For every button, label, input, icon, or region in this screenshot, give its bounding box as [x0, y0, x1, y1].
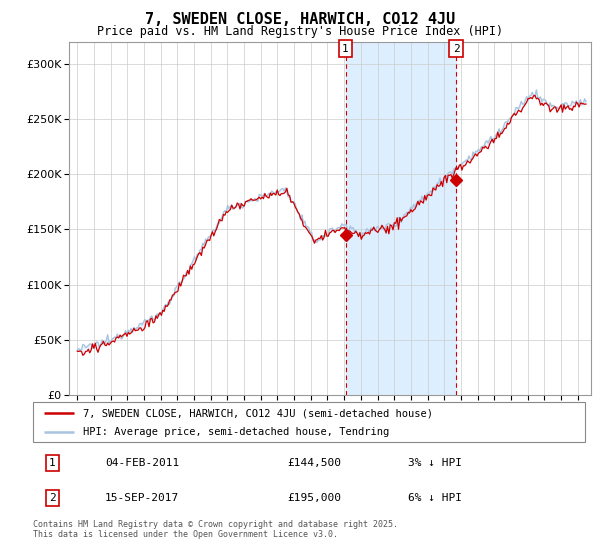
Text: 1: 1 — [342, 44, 349, 54]
Text: 2: 2 — [49, 493, 56, 503]
Text: 1: 1 — [49, 458, 56, 468]
Text: 15-SEP-2017: 15-SEP-2017 — [105, 493, 179, 503]
Text: 3% ↓ HPI: 3% ↓ HPI — [409, 458, 463, 468]
Text: Price paid vs. HM Land Registry's House Price Index (HPI): Price paid vs. HM Land Registry's House … — [97, 25, 503, 38]
Text: £195,000: £195,000 — [287, 493, 341, 503]
Text: HPI: Average price, semi-detached house, Tendring: HPI: Average price, semi-detached house,… — [83, 427, 389, 437]
Text: £144,500: £144,500 — [287, 458, 341, 468]
Text: 7, SWEDEN CLOSE, HARWICH, CO12 4JU: 7, SWEDEN CLOSE, HARWICH, CO12 4JU — [145, 12, 455, 27]
Text: 7, SWEDEN CLOSE, HARWICH, CO12 4JU (semi-detached house): 7, SWEDEN CLOSE, HARWICH, CO12 4JU (semi… — [83, 408, 433, 418]
Text: 6% ↓ HPI: 6% ↓ HPI — [409, 493, 463, 503]
Text: 2: 2 — [453, 44, 460, 54]
Bar — [346, 42, 456, 395]
Text: Contains HM Land Registry data © Crown copyright and database right 2025.
This d: Contains HM Land Registry data © Crown c… — [33, 520, 398, 539]
FancyBboxPatch shape — [33, 402, 585, 442]
Text: 04-FEB-2011: 04-FEB-2011 — [105, 458, 179, 468]
